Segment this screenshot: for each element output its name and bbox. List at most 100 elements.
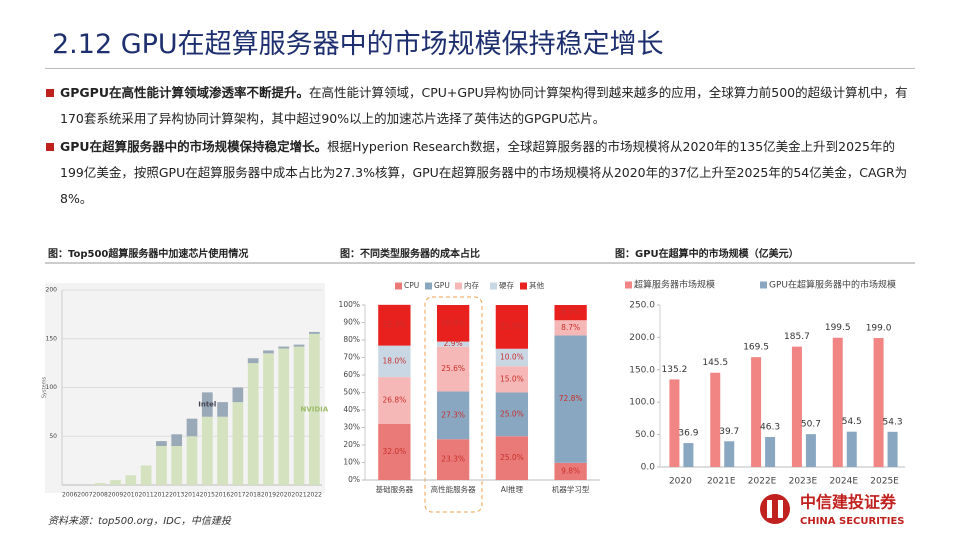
bar-segment <box>378 377 411 424</box>
x-tick-label: 高性能服务器 <box>431 484 476 494</box>
bullet-lead: GPGPU在高性能计算领域渗透率不断提升。 <box>60 85 309 100</box>
bullet-text: 根据Hyperion Research数据，全球超算服务器的市场规模将从2020… <box>60 139 908 206</box>
legend-swatch <box>455 282 462 290</box>
x-tick-label: 2013 <box>169 492 184 499</box>
legend-label: GPU在超算服务器中的市场规模 <box>769 279 896 291</box>
bar <box>724 441 735 467</box>
bar <box>873 338 884 467</box>
y-tick-label: 0% <box>348 475 360 484</box>
bullet: GPGPU在高性能计算领域渗透率不断提升。在高性能计算领域，CPU+GPU异构协… <box>46 80 918 132</box>
bullet: GPU在超算服务器中的市场规模保持稳定增长。根据Hyperion Researc… <box>46 134 918 212</box>
bar-segment <box>436 341 470 347</box>
value-label: 50.7 <box>801 420 821 430</box>
legend-swatch <box>395 282 402 290</box>
y-tick-label: 150 <box>46 335 58 342</box>
y-tick-label: 60% <box>343 370 360 379</box>
series-label: Intel <box>198 401 216 409</box>
y-tick-label: 50 <box>49 433 57 440</box>
value-label: 72.8% <box>559 394 583 403</box>
value-label: 18.0% <box>382 356 406 365</box>
y-tick-label: 70% <box>343 353 360 362</box>
bar <box>832 337 843 467</box>
y-tick-label: 250.0 <box>629 301 655 311</box>
y-tick-label: 0.0 <box>641 463 656 473</box>
highlight-box <box>424 296 483 513</box>
bar-segment <box>436 391 470 440</box>
y-tick-label: 100 <box>46 384 58 391</box>
x-tick-label: 2012 <box>154 492 169 499</box>
chart-caption: 图：不同类型服务器的成本占比 <box>340 247 480 260</box>
value-label: 23.3% <box>382 320 406 329</box>
value-label: 54.3 <box>883 417 903 427</box>
x-tick-label: 机器学习型 <box>552 484 590 494</box>
value-label: 39.7 <box>719 427 739 437</box>
x-tick-label: 2020 <box>669 477 692 487</box>
x-tick-label: AI推理 <box>501 484 524 494</box>
value-label: 25.0% <box>500 322 524 331</box>
bar-segment <box>171 446 183 485</box>
bar-segment <box>247 358 259 364</box>
value-label: 23.3% <box>441 455 465 464</box>
y-tick-label: 90% <box>343 318 360 327</box>
bar-segment <box>554 335 587 463</box>
x-tick-label: 2014 <box>184 492 199 499</box>
value-label: 20.9% <box>441 318 465 327</box>
bar-segment <box>94 483 106 485</box>
logo-text-en: CHINA SECURITIES <box>800 516 905 527</box>
x-tick-label: 2010 <box>123 492 138 499</box>
bar-segment <box>140 465 152 485</box>
y-tick-label: 100.0 <box>629 398 655 408</box>
legend-label: 其他 <box>529 280 544 290</box>
value-label: 199.5 <box>825 323 851 333</box>
y-tick-label: 100% <box>339 300 360 309</box>
bar-segment <box>309 331 320 334</box>
chart-caption: 图：Top500超算服务器中加速芯片使用情况 <box>48 247 248 260</box>
x-tick-label: 2017 <box>230 492 245 499</box>
y-tick-label: 200 <box>46 287 58 294</box>
legend-label: 硬存 <box>499 280 514 290</box>
legend-label: GPU <box>434 281 450 290</box>
value-label: 199.0 <box>866 324 892 334</box>
chart-caption: 图：GPU在超算中的市场规模（亿美元） <box>615 247 799 260</box>
bar-segment <box>217 402 228 417</box>
bar-segment <box>495 436 529 480</box>
x-tick-label: 2020 <box>276 492 291 499</box>
bar-segment <box>263 353 274 485</box>
bar-segment <box>495 305 529 349</box>
bullet-text: 在高性能计算领域，CPU+GPU异构协同计算架构得到越来越多的应用，全球算力前5… <box>60 85 908 126</box>
x-tick-label: 2011 <box>138 492 153 499</box>
legend-swatch <box>520 282 527 290</box>
bar <box>846 431 857 467</box>
x-tick-label: 2018 <box>246 492 261 499</box>
value-label: 10.0% <box>500 353 524 362</box>
legend-label: CPU <box>404 281 419 290</box>
title-rule <box>45 68 915 69</box>
x-tick-label: 2008 <box>93 492 108 499</box>
legend-swatch <box>490 282 497 290</box>
bar-segment <box>378 304 411 346</box>
y-tick-label: 40% <box>343 405 360 414</box>
bullet-lead: GPU在超算服务器中的市场规模保持稳定增长。 <box>60 139 328 154</box>
bar <box>710 372 721 467</box>
bar-segment <box>186 418 198 437</box>
value-label: 135.2 <box>662 365 688 375</box>
y-tick-label: 20% <box>343 440 360 449</box>
y-tick-label: 30% <box>343 423 360 432</box>
value-label: 185.7 <box>784 332 810 342</box>
bar-segment <box>554 305 587 321</box>
bar-segment <box>156 446 167 485</box>
value-label: 169.5 <box>743 343 769 353</box>
legend-label: 内存 <box>464 280 479 290</box>
bar-segment <box>495 348 529 367</box>
logo-text: 中信建投证券 <box>800 493 897 512</box>
bar <box>805 434 816 467</box>
value-label: 9.8% <box>561 466 580 475</box>
bar-segment <box>263 350 274 354</box>
value-label: 27.3% <box>441 410 465 419</box>
series-label: NVIDIA <box>300 405 328 413</box>
y-tick-label: 150.0 <box>629 365 655 375</box>
bar-segment <box>217 416 228 485</box>
x-tick-label: 2024E <box>829 477 858 487</box>
